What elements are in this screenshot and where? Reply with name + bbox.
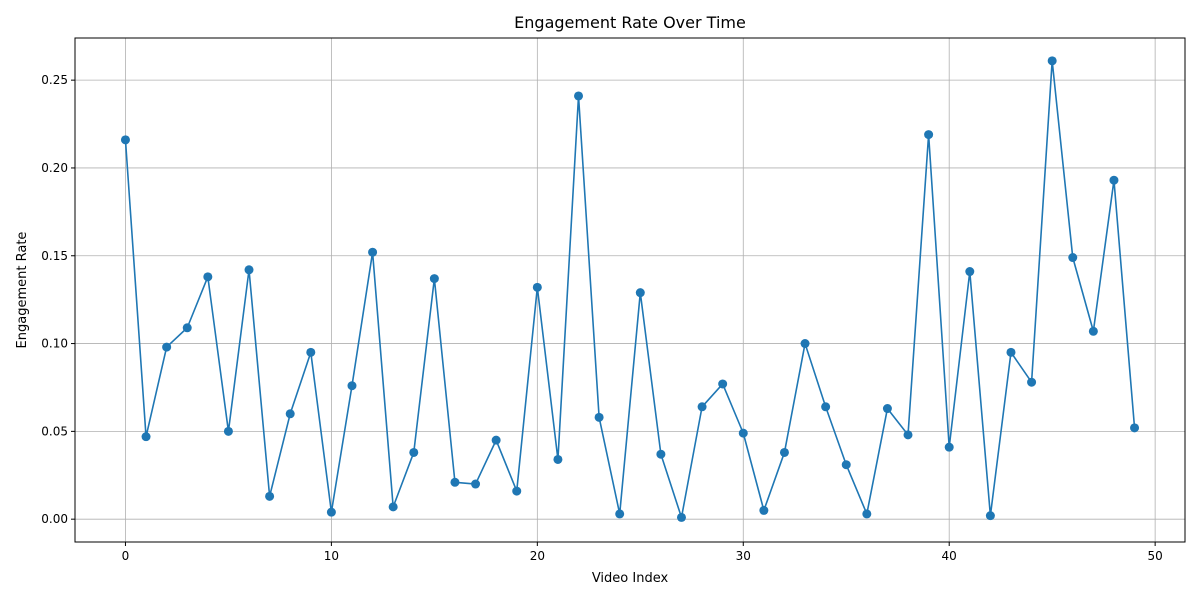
data-point [182,323,192,333]
data-point [553,454,563,464]
data-point [491,435,501,445]
data-point [409,447,419,457]
x-tick-label: 50 [1147,549,1162,563]
data-point [944,442,954,452]
data-point [1088,326,1098,336]
data-point [821,402,831,412]
data-point [265,491,275,501]
x-tick-label: 10 [324,549,339,563]
data-point [1130,423,1140,433]
data-point [718,379,728,389]
data-point [574,91,584,101]
data-point [285,409,295,419]
data-point [306,347,316,357]
series-line [124,60,1136,519]
data-point [800,339,810,349]
data-point [697,402,707,412]
data-point [326,507,336,517]
x-tick-label: 40 [942,549,957,563]
data-point [141,432,151,442]
data-point [450,477,460,487]
y-tick-label: 0.20 [41,161,68,175]
data-point [985,511,995,521]
data-point [120,135,130,145]
data-point [244,265,254,275]
data-point [429,274,439,284]
data-point [965,267,975,277]
data-point [615,509,625,519]
data-point [1109,175,1119,185]
data-point [903,430,913,440]
y-axis-label: Engagement Rate [15,232,30,349]
data-point [656,449,666,459]
y-tick-label: 0.00 [41,512,68,526]
data-point [471,479,481,489]
data-point [882,404,892,414]
series-layer [120,56,1140,522]
data-point [162,342,172,352]
data-point [223,426,233,436]
y-tick-label: 0.10 [41,337,68,351]
grid-lines [75,38,1185,542]
data-point [1047,56,1057,66]
data-point [779,447,789,457]
y-tick-label: 0.15 [41,249,68,263]
data-point [512,486,522,496]
x-tick-label: 0 [122,549,130,563]
x-tick-label: 30 [736,549,751,563]
data-point [738,428,748,438]
y-tick-label: 0.25 [41,73,68,87]
chart-title: Engagement Rate Over Time [514,13,746,32]
data-point [347,381,357,391]
data-point [924,130,934,140]
data-point [635,288,645,298]
x-axis-label: Video Index [592,571,669,586]
data-point [203,272,213,282]
data-point [841,460,851,470]
data-point [1006,347,1016,357]
data-point [862,509,872,519]
data-point [1027,377,1037,387]
data-point [594,412,604,422]
data-point [759,505,769,515]
data-point [532,282,542,292]
data-point [1068,253,1078,263]
axis-ticks: 0 10 20 30 40 50 0.00 0.05 0.10 0.15 0.20 0.25 [41,73,1162,563]
y-tick-label: 0.05 [41,424,68,438]
data-point [368,247,378,257]
plot-frame [74,37,1186,543]
data-point [388,502,398,512]
x-tick-label: 20 [530,549,545,563]
data-point [676,512,686,522]
